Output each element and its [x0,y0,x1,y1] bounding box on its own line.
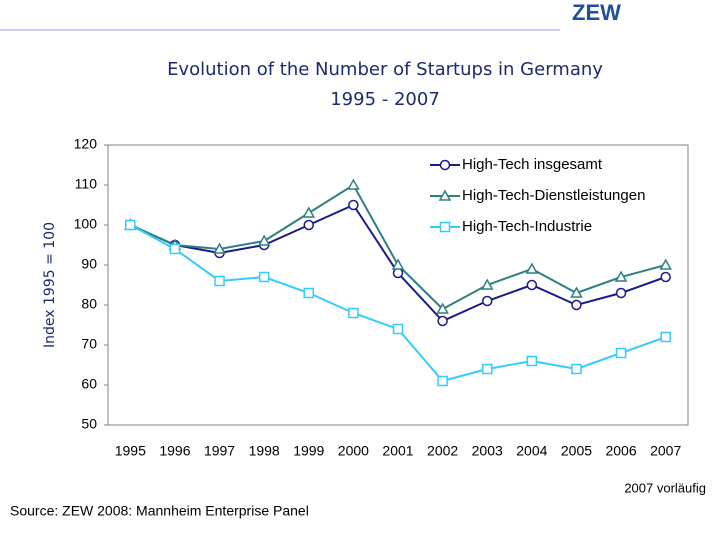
y-tick-label: 100 [74,216,98,232]
y-tick-label: 50 [81,416,97,432]
x-tick-label: 2006 [605,443,636,459]
data-point [660,271,671,283]
data-point [391,258,405,270]
x-tick-label: 1996 [159,443,190,459]
logo: ZEW [572,0,621,25]
data-point [348,199,359,211]
legend-marker [438,189,452,201]
legend-label: High-Tech insgesamt [462,156,603,173]
data-point [437,315,448,327]
x-tick-label: 2004 [516,443,547,459]
data-point [214,275,225,287]
x-tick-label: 2003 [472,443,503,459]
data-point [571,363,582,375]
data-point [347,178,360,190]
y-tick-label: 110 [75,176,98,192]
legend-marker [439,221,451,233]
data-point [303,219,315,231]
chart-title: Evolution of the Number of Startups in G… [167,59,603,80]
data-point [392,323,404,335]
data-point [213,242,226,254]
data-point [169,243,181,255]
data-point [437,375,448,387]
y-tick-label: 90 [81,256,97,272]
x-tick-label: 1997 [204,443,235,459]
x-tick-label: 2005 [561,443,592,459]
legend-label: High-Tech-Industrie [462,218,592,235]
data-point [302,206,316,218]
x-tick-label: 2007 [650,443,681,459]
y-tick-label: 70 [81,336,97,352]
data-point [660,331,671,343]
data-point [392,267,404,279]
x-tick-label: 1995 [115,443,146,459]
chart-subtitle: 1995 - 2007 [330,89,440,110]
data-point [659,258,672,270]
data-point [303,287,315,299]
data-point [257,234,271,246]
data-point [481,295,493,307]
x-tick-label: 2002 [427,443,458,459]
data-point [615,347,627,359]
y-tick-label: 80 [81,296,97,312]
data-point [525,262,539,274]
legend-label: High-Tech-Dienstleistungen [462,187,645,204]
plot-border [107,144,689,426]
data-point [615,287,627,299]
data-point [258,271,270,283]
x-tick-label: 2000 [338,443,369,459]
x-tick-label: 2001 [382,443,413,459]
x-tick-label: 1998 [249,443,280,459]
data-point [570,286,583,298]
data-point [480,278,494,290]
data-point [125,219,136,231]
annotation: 2007 vorläufig [624,480,706,495]
data-point [348,307,359,319]
data-point [481,363,493,375]
data-point [614,270,628,282]
y-tick-label: 60 [81,376,97,392]
x-tick-label: 1999 [293,443,324,459]
y-tick-label: 120 [74,136,98,152]
data-point [436,302,449,314]
data-point [526,279,538,291]
y-axis-label: Index 1995 = 100 [42,222,58,348]
data-point [526,355,538,367]
source: Source: ZEW 2008: Mannheim Enterprise Pa… [10,503,309,519]
data-point [571,299,582,311]
legend-marker [439,159,451,171]
logo-box [566,0,720,34]
